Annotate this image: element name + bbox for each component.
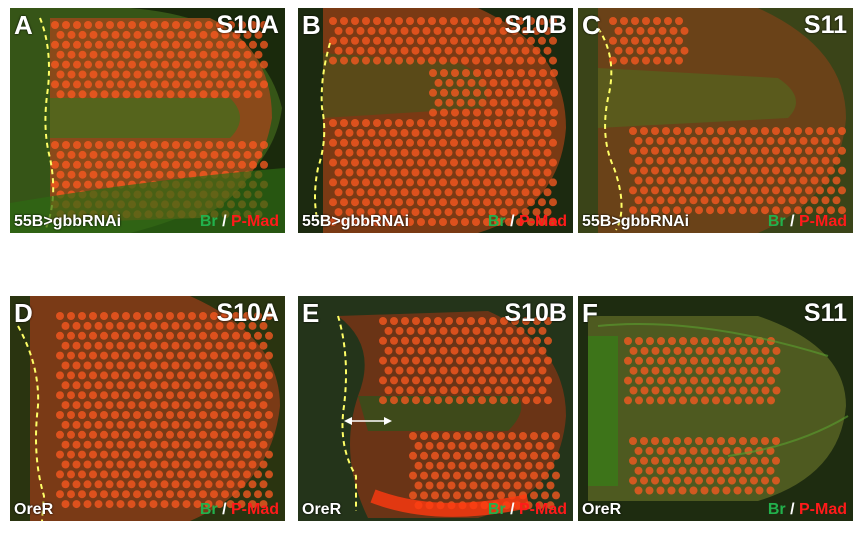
genotype-label: OreR	[302, 501, 342, 518]
stain-legend: Br / P-Mad	[488, 501, 567, 519]
micrograph-c	[578, 8, 853, 233]
separator: /	[217, 501, 231, 518]
panel-d: D S10A OreR Br / P-Mad	[10, 296, 285, 521]
panel-letter: D	[14, 298, 33, 328]
micrograph-b	[298, 8, 573, 233]
genotype-label: 55B>gbbRNAi	[302, 213, 410, 230]
stain-legend: Br / P-Mad	[200, 501, 279, 519]
stage-label: S10B	[504, 11, 567, 39]
stage-label: S11	[803, 299, 847, 327]
panel-letter: A	[14, 10, 33, 40]
panel-letter: C	[582, 10, 601, 40]
stage-label: S10B	[504, 299, 567, 327]
pmad-label: P-Mad	[519, 501, 567, 518]
separator: /	[505, 213, 519, 230]
pmad-label: P-Mad	[231, 501, 279, 518]
micrograph-f	[578, 296, 853, 521]
micrograph-e	[298, 296, 573, 521]
stage-label: S10A	[216, 11, 279, 39]
panel-b: B S10B 55B>gbbRNAi Br / P-Mad	[298, 8, 573, 233]
panel-e: E S10B OreR Br / P-Mad	[298, 296, 573, 521]
genotype-label: 55B>gbbRNAi	[582, 213, 690, 230]
separator: /	[785, 501, 799, 518]
stage-label: S10A	[216, 299, 279, 327]
br-label: Br	[487, 501, 506, 518]
genotype-label: OreR	[582, 501, 622, 518]
panel-letter: F	[582, 298, 598, 328]
pmad-label: P-Mad	[799, 213, 847, 230]
panel-letter: B	[302, 10, 321, 40]
separator: /	[785, 213, 799, 230]
br-label: Br	[487, 213, 506, 230]
panel-f: F S11 OreR Br / P-Mad	[578, 296, 853, 521]
micrograph-a	[10, 8, 285, 233]
genotype-label: OreR	[14, 501, 54, 518]
panel-c: C S11 55B>gbbRNAi Br / P-Mad	[578, 8, 853, 233]
pmad-label: P-Mad	[231, 213, 279, 230]
separator: /	[217, 213, 231, 230]
separator: /	[505, 501, 519, 518]
panel-letter: E	[302, 298, 320, 328]
pmad-label: P-Mad	[799, 501, 847, 518]
stain-legend: Br / P-Mad	[768, 213, 847, 231]
micrograph-d	[10, 296, 285, 521]
panel-a: A S10A 55B>gbbRNAi Br / P-Mad	[10, 8, 285, 233]
stain-legend: Br / P-Mad	[200, 213, 279, 231]
pmad-label: P-Mad	[519, 213, 567, 230]
br-label: Br	[767, 213, 786, 230]
br-label: Br	[199, 213, 218, 230]
genotype-label: 55B>gbbRNAi	[14, 213, 122, 230]
stain-legend: Br / P-Mad	[488, 213, 567, 231]
stain-legend: Br / P-Mad	[768, 501, 847, 519]
stage-label: S11	[803, 11, 847, 39]
br-label: Br	[767, 501, 786, 518]
br-label: Br	[199, 501, 218, 518]
